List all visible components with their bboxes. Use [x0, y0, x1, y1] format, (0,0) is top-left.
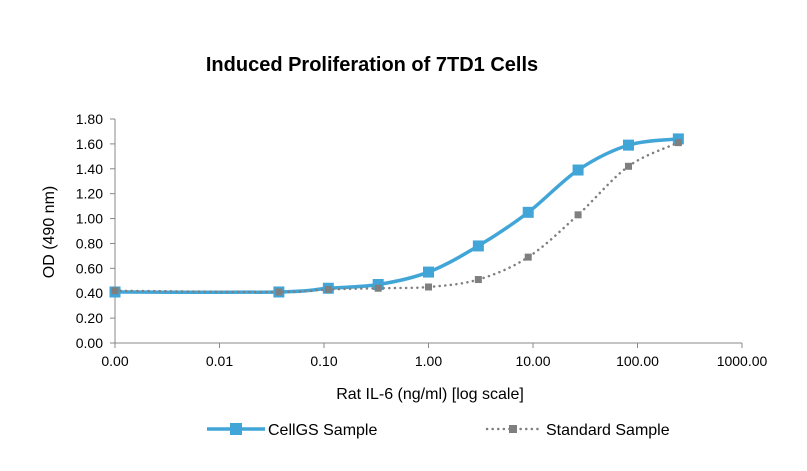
legend-marker-standard: [509, 425, 517, 433]
data-point: [423, 266, 434, 278]
y-tick-labels: 0.00 0.20 0.40 0.60 0.80 1.00 1.20 1.40 1.60 1.80: [76, 111, 115, 351]
data-point: [624, 162, 632, 170]
data-point: [522, 206, 534, 218]
y-tick-label: 0.00: [76, 335, 103, 351]
data-point: [574, 211, 582, 219]
y-tick-label: 1.00: [76, 211, 103, 227]
data-point: [674, 139, 682, 147]
x-tick-label: 0.01: [206, 353, 233, 369]
data-point: [372, 279, 384, 291]
x-tick-label: 1000.00: [717, 353, 768, 369]
legend-label-cellgs: CellGS Sample: [268, 422, 377, 439]
x-tick-labels: 0.00 0.01 0.10 1.00 10.00 100.00 1000.00: [101, 343, 768, 369]
series-line: [113, 141, 680, 294]
legend-label-standard: Standard Sample: [546, 422, 670, 439]
x-axis-label: Rat IL-6 (ng/ml) [log scale]: [336, 386, 524, 403]
data-point: [524, 253, 532, 261]
y-tick-label: 0.80: [76, 235, 103, 251]
x-tick-label: 1.00: [415, 353, 442, 369]
series-layer: [109, 133, 684, 298]
data-point: [111, 287, 119, 295]
series-0: [109, 133, 684, 298]
data-point: [572, 164, 584, 176]
legend-item-cellgs: CellGS Sample: [207, 422, 377, 439]
data-point: [474, 276, 482, 284]
data-point: [374, 284, 382, 292]
y-tick-label: 1.40: [76, 161, 103, 177]
y-axis-label: OD (490 nm): [41, 186, 58, 278]
data-point: [672, 133, 684, 145]
x-tick-label: 0.10: [310, 353, 337, 369]
chart-title: Induced Proliferation of 7TD1 Cells: [206, 54, 538, 76]
data-point: [472, 240, 484, 252]
y-tick-label: 0.60: [76, 260, 103, 276]
y-tick-label: 1.20: [76, 186, 103, 202]
legend: CellGS Sample Standard Sample: [207, 422, 670, 439]
x-tick-label: 100.00: [616, 353, 659, 369]
series-line: [114, 137, 679, 295]
axes: [114, 119, 742, 344]
y-tick-label: 0.40: [76, 285, 103, 301]
data-point: [324, 285, 332, 293]
data-point: [425, 283, 432, 291]
legend-marker-cellgs: [230, 423, 242, 435]
x-tick-label: 10.00: [515, 353, 550, 369]
y-tick-label: 1.80: [76, 111, 103, 127]
legend-item-standard: Standard Sample: [485, 422, 670, 439]
data-point: [622, 139, 634, 151]
data-point: [275, 288, 283, 296]
x-tick-label: 0.00: [101, 353, 128, 369]
y-tick-label: 1.60: [76, 136, 103, 152]
series-1: [111, 139, 682, 296]
y-tick-label: 0.20: [76, 310, 103, 326]
